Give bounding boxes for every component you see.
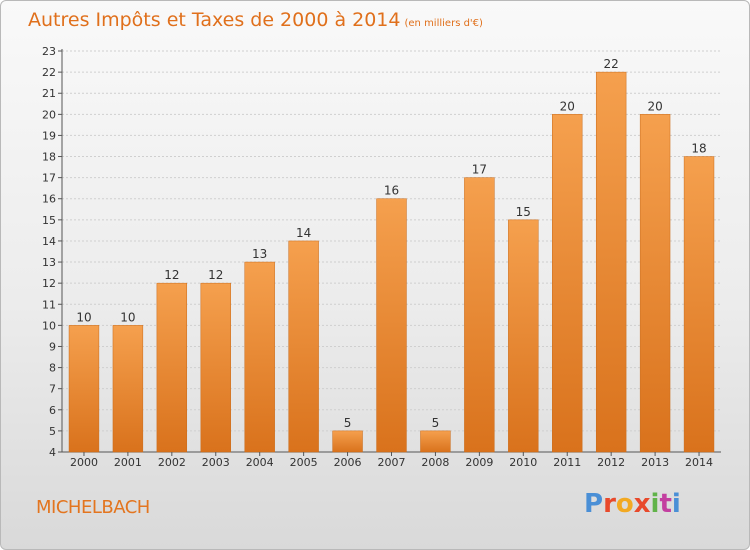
bar bbox=[112, 325, 144, 453]
y-tick-label: 21 bbox=[42, 87, 56, 100]
bar bbox=[376, 198, 407, 453]
y-tick-label: 11 bbox=[42, 298, 56, 311]
data-label: 12 bbox=[164, 268, 179, 282]
bar bbox=[639, 114, 671, 453]
logo-letter: t bbox=[659, 489, 672, 519]
data-label: 17 bbox=[472, 163, 487, 177]
data-label: 20 bbox=[560, 99, 575, 113]
x-tick-label: 2006 bbox=[334, 456, 362, 469]
y-tick-label: 9 bbox=[49, 340, 56, 353]
data-label: 18 bbox=[691, 142, 706, 156]
data-label: 13 bbox=[252, 247, 267, 261]
y-tick-label: 7 bbox=[49, 383, 56, 396]
y-tick-label: 10 bbox=[42, 319, 56, 332]
y-tick-label: 23 bbox=[42, 45, 56, 58]
logo-letter: i bbox=[650, 489, 660, 519]
y-tick-label: 18 bbox=[42, 151, 56, 164]
data-label: 16 bbox=[384, 184, 399, 198]
y-tick-label: 14 bbox=[42, 235, 56, 248]
x-tick-label: 2000 bbox=[70, 456, 98, 469]
bar bbox=[683, 156, 715, 453]
x-tick-label: 2009 bbox=[465, 456, 493, 469]
bar bbox=[464, 177, 495, 453]
bar bbox=[288, 240, 319, 453]
y-tick-label: 4 bbox=[49, 446, 56, 459]
bar bbox=[595, 71, 627, 453]
x-tick-label: 2013 bbox=[641, 456, 669, 469]
x-tick-label: 2008 bbox=[421, 456, 449, 469]
bar bbox=[420, 430, 451, 453]
logo-letter: i bbox=[671, 489, 681, 519]
y-tick-label: 19 bbox=[42, 129, 56, 142]
y-tick-label: 16 bbox=[42, 193, 56, 206]
x-tick-label: 2010 bbox=[509, 456, 537, 469]
y-tick-label: 22 bbox=[42, 66, 56, 79]
x-tick-label: 2005 bbox=[290, 456, 318, 469]
bar bbox=[156, 282, 188, 453]
y-tick-label: 13 bbox=[42, 256, 56, 269]
y-tick-label: 5 bbox=[49, 425, 56, 438]
bar bbox=[244, 261, 275, 453]
x-tick-label: 2001 bbox=[114, 456, 142, 469]
data-label: 5 bbox=[432, 416, 440, 430]
y-tick-label: 15 bbox=[42, 214, 56, 227]
x-tick-label: 2002 bbox=[158, 456, 186, 469]
bar bbox=[68, 325, 100, 453]
data-label: 12 bbox=[208, 268, 223, 282]
x-tick-label: 2007 bbox=[378, 456, 406, 469]
y-tick-label: 20 bbox=[42, 108, 56, 121]
data-label: 14 bbox=[296, 226, 311, 240]
town-name: MICHELBACH bbox=[36, 497, 150, 518]
logo-letter: r bbox=[603, 489, 616, 519]
data-label: 22 bbox=[604, 57, 619, 71]
x-tick-label: 2012 bbox=[597, 456, 625, 469]
data-label: 15 bbox=[516, 205, 531, 219]
data-label: 10 bbox=[120, 310, 135, 324]
data-label: 10 bbox=[76, 310, 91, 324]
bar bbox=[332, 430, 363, 453]
data-label: 20 bbox=[647, 99, 662, 113]
y-tick-label: 17 bbox=[42, 172, 56, 185]
logo-letter: P bbox=[584, 489, 604, 519]
bar bbox=[552, 114, 583, 453]
proxiti-logo: Proxiti bbox=[584, 489, 681, 519]
chart-title-text: Autres Impôts et Taxes de 2000 à 2014 bbox=[28, 9, 401, 31]
x-tick-label: 2004 bbox=[246, 456, 274, 469]
y-tick-label: 12 bbox=[42, 277, 56, 290]
x-tick-label: 2011 bbox=[553, 456, 581, 469]
data-label: 5 bbox=[344, 416, 352, 430]
chart-title: Autres Impôts et Taxes de 2000 à 2014 (en… bbox=[28, 9, 483, 31]
chart-unit: (en milliers d'€) bbox=[404, 18, 483, 29]
logo-letter: o bbox=[615, 489, 634, 519]
bar bbox=[508, 219, 539, 453]
y-tick-label: 6 bbox=[49, 404, 56, 417]
logo-letter: x bbox=[633, 489, 651, 519]
y-tick-label: 8 bbox=[49, 362, 56, 375]
bar bbox=[200, 282, 231, 453]
x-tick-label: 2014 bbox=[685, 456, 713, 469]
x-tick-label: 2003 bbox=[202, 456, 230, 469]
